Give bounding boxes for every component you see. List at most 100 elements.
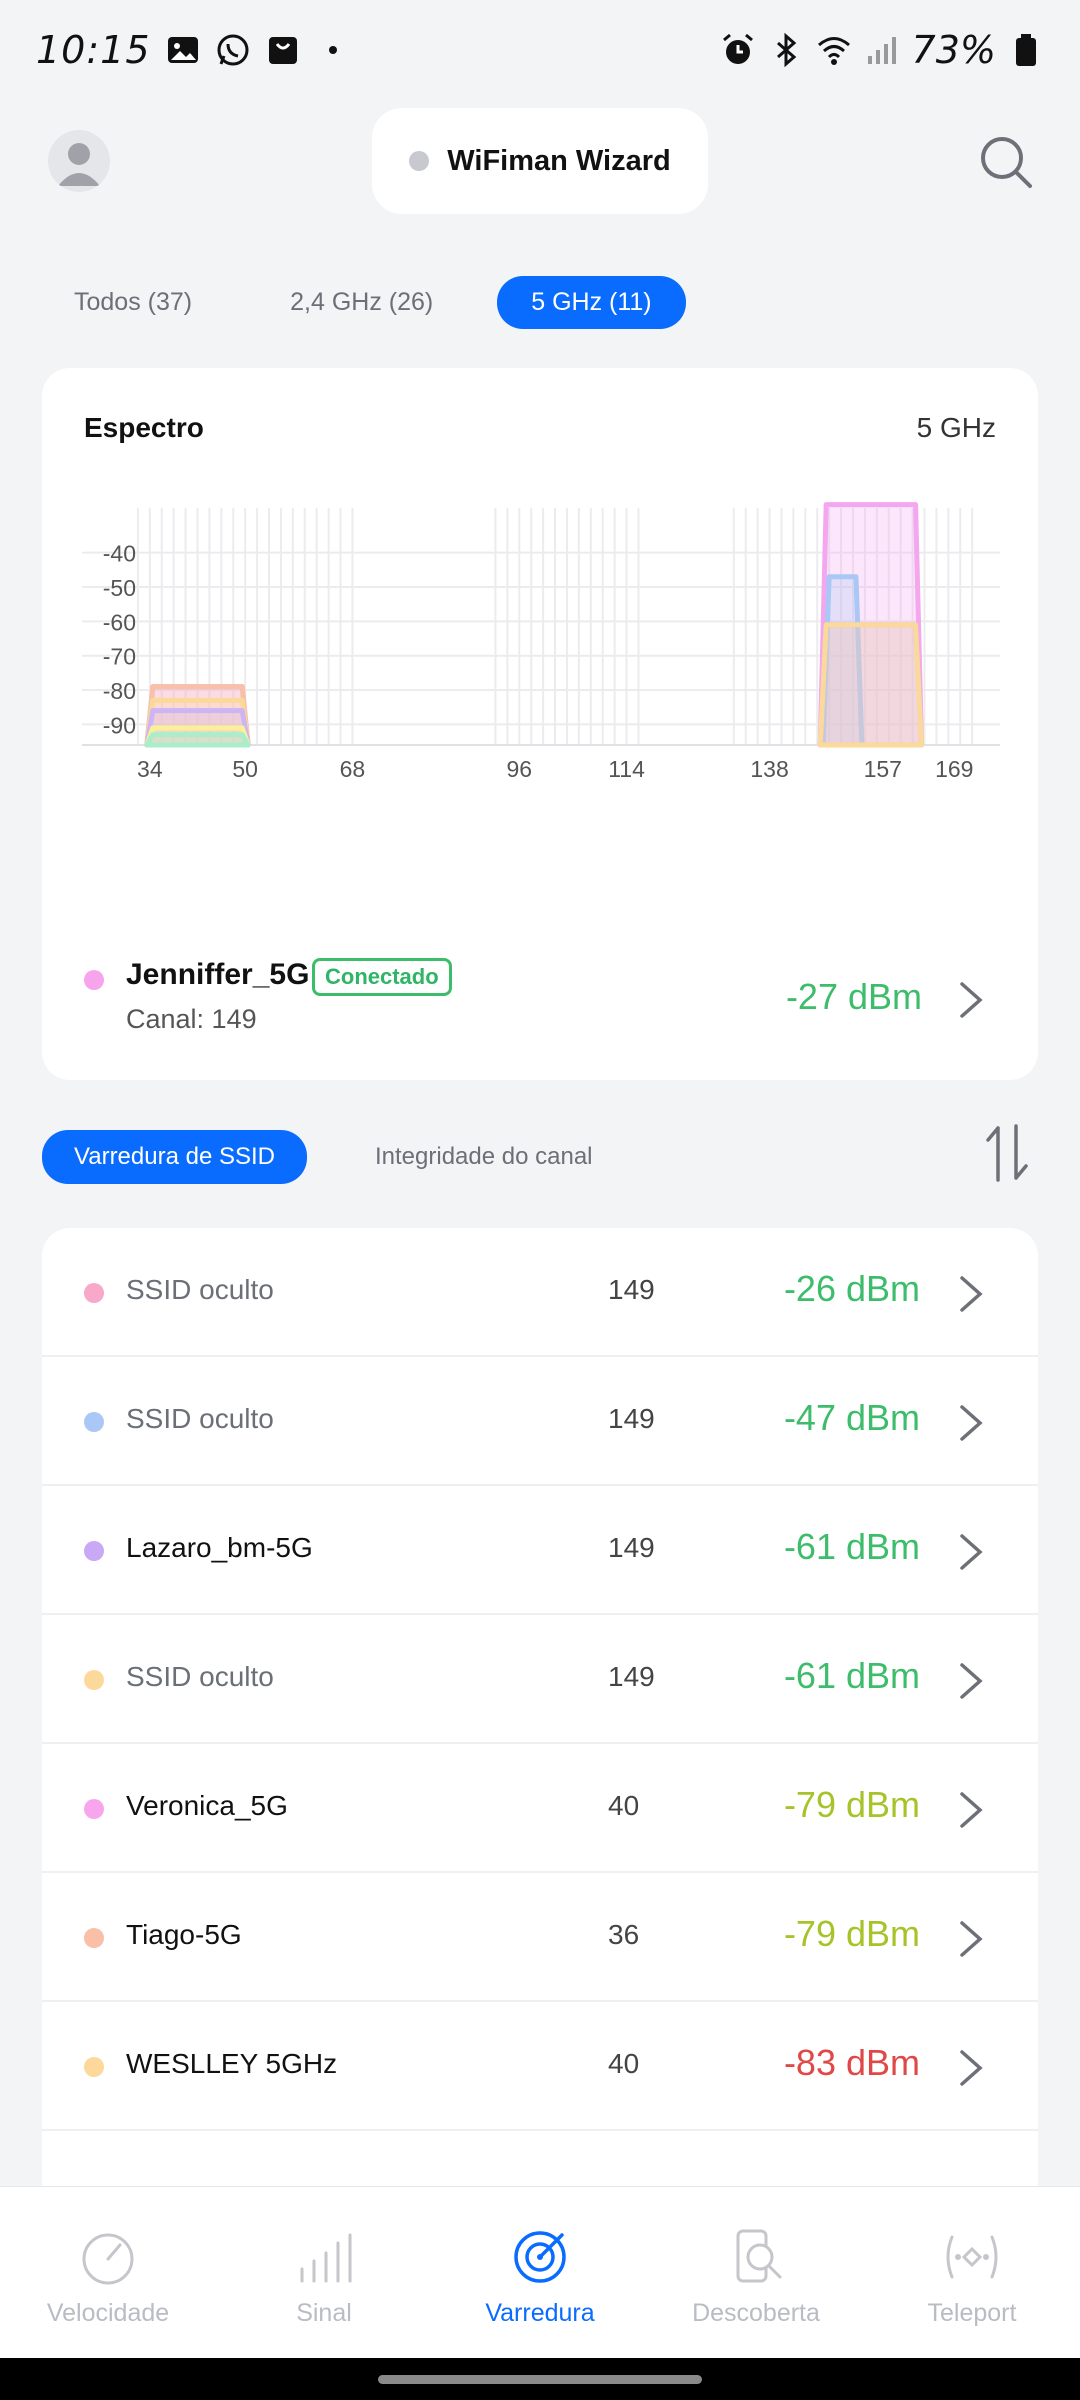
connected-network-color-dot: [84, 970, 104, 990]
chevron-right-icon[interactable]: [958, 1790, 984, 1830]
y-tick-label: -60: [103, 609, 136, 635]
battery-icon: [1016, 34, 1036, 66]
list-item[interactable]: SSID oculto 149 -26 dBm: [42, 1228, 1038, 1357]
x-tick-label: 157: [864, 756, 902, 782]
device-search-icon: [736, 2229, 782, 2283]
gallery-notification-icon: [167, 37, 198, 63]
network-channel: 149: [608, 1403, 655, 1434]
nav-speed[interactable]: Velocidade: [0, 2187, 216, 2358]
tab-5-ghz[interactable]: 5 GHz (11): [497, 276, 686, 329]
battery-percentage: 73%: [911, 28, 996, 72]
signal-bars-icon: [300, 2233, 352, 2283]
network-color-dot: [84, 1799, 104, 1819]
bluetooth-icon: [776, 32, 796, 68]
list-item[interactable]: SSID oculto 149 -61 dBm: [42, 1615, 1038, 1744]
connected-network-signal: -27 dBm: [785, 976, 922, 1017]
network-color-dot: [84, 1670, 104, 1690]
profile-avatar[interactable]: [48, 130, 110, 192]
network-color-dot: [84, 1928, 104, 1948]
chevron-right-icon[interactable]: [958, 1919, 984, 1959]
status-dot-icon: [409, 151, 430, 171]
nav-discovery[interactable]: Descoberta: [648, 2187, 864, 2358]
signal-area: [817, 622, 925, 748]
band-filter-tabs: Todos (37) 2,4 GHz (26) 5 GHz (11): [40, 276, 686, 329]
network-name: WESLLEY 5GHz: [126, 2048, 338, 2079]
network-channel: 149: [608, 1532, 655, 1563]
cellular-signal-icon: [867, 37, 896, 64]
search-icon[interactable]: [976, 132, 1036, 192]
user-silhouette-icon: [58, 143, 100, 186]
network-name: SSID oculto: [126, 1274, 274, 1305]
network-signal: -79 dBm: [783, 1784, 920, 1825]
chevron-right-icon[interactable]: [958, 1403, 984, 1443]
list-item[interactable]: WESLLEY 5GHz 40 -83 dBm: [42, 2002, 1038, 2131]
tab-2-4-ghz[interactable]: 2,4 GHz (26): [290, 288, 434, 316]
x-tick-label: 114: [608, 756, 645, 782]
signal-area: [144, 732, 251, 748]
chevron-right-icon[interactable]: [958, 2048, 984, 2088]
nav-label: Varredura: [485, 2299, 595, 2327]
y-tick-label: -90: [103, 712, 136, 738]
network-name: SSID oculto: [126, 1661, 274, 1692]
sort-icon[interactable]: [982, 1122, 1032, 1184]
network-name: SSID oculto: [126, 1403, 274, 1434]
app-title-pill[interactable]: WiFiman Wizard: [372, 108, 708, 214]
whatsapp-notification-icon: [217, 34, 249, 66]
y-tick-label: -40: [103, 541, 136, 567]
network-color-dot: [84, 2057, 104, 2077]
tab-channel-health[interactable]: Integridade do canal: [375, 1143, 593, 1170]
home-indicator[interactable]: [378, 2375, 702, 2384]
network-signal: -47 dBm: [783, 1397, 920, 1438]
network-channel: 40: [608, 2048, 640, 2079]
tab-all-bands[interactable]: Todos (37): [74, 288, 193, 316]
network-channel: 36: [608, 1919, 640, 1950]
network-channel: 149: [608, 1274, 655, 1305]
nav-scan[interactable]: Varredura: [432, 2187, 648, 2358]
list-item[interactable]: SSID oculto 149 -47 dBm: [42, 1357, 1038, 1486]
connected-network-name[interactable]: Jenniffer_5G: [126, 958, 310, 991]
nav-label: Velocidade: [46, 2299, 170, 2327]
shopping-bag-notification-icon: [268, 37, 297, 64]
network-signal: -79 dBm: [783, 1913, 920, 1954]
nav-teleport[interactable]: Teleport: [864, 2187, 1080, 2358]
network-channel: 40: [608, 1790, 640, 1821]
x-tick-label: 169: [935, 756, 973, 782]
nav-signal[interactable]: Sinal: [216, 2187, 432, 2358]
speedometer-icon: [82, 2233, 134, 2285]
x-tick-label: 138: [750, 756, 788, 782]
network-name: Lazaro_bm-5G: [126, 1532, 313, 1563]
bottom-navigation: Velocidade Sinal Varredura Descoberta Te…: [0, 2186, 1080, 2358]
chevron-right-icon[interactable]: [958, 1274, 984, 1314]
network-channel: 149: [608, 1661, 655, 1692]
network-signal: -61 dBm: [783, 1655, 920, 1696]
status-bar: 10:15 73%: [0, 0, 1080, 100]
network-name: Veronica_5G: [126, 1790, 288, 1821]
list-item[interactable]: Lazaro_bm-5G 149 -61 dBm: [42, 1486, 1038, 1615]
network-signal: -26 dBm: [783, 1268, 920, 1309]
alarm-icon: [722, 33, 753, 64]
y-tick-label: -50: [103, 575, 136, 601]
x-tick-label: 34: [137, 756, 163, 782]
radar-icon: [514, 2231, 566, 2283]
nav-label: Sinal: [296, 2299, 352, 2327]
network-color-dot: [84, 1541, 104, 1561]
spectrum-band-label: 5 GHz: [916, 412, 996, 443]
chevron-right-icon[interactable]: [958, 1532, 984, 1572]
spectrum-card: Espectro 5 GHz -40 -50 -60 -70 -80 -90 34 50 68 9…: [42, 368, 1038, 1080]
nav-label: Descoberta: [692, 2299, 820, 2327]
list-item[interactable]: Tiago-5G 36 -79 dBm: [42, 1873, 1038, 2002]
tab-ssid-scan[interactable]: Varredura de SSID: [42, 1130, 307, 1184]
list-item[interactable]: Veronica_5G 40 -79 dBm: [42, 1744, 1038, 1873]
teleport-icon: [946, 2235, 998, 2279]
chevron-right-icon[interactable]: [958, 980, 984, 1020]
system-gesture-bar: [0, 2358, 1080, 2400]
network-name: Tiago-5G: [126, 1919, 242, 1950]
network-color-dot: [84, 1283, 104, 1303]
network-color-dot: [84, 1412, 104, 1432]
network-list: SSID oculto 149 -26 dBm SSID oculto 149 …: [42, 1228, 1038, 2188]
chevron-right-icon[interactable]: [958, 1661, 984, 1701]
connected-badge: Conectado: [312, 958, 452, 996]
network-signal: -83 dBm: [783, 2042, 920, 2083]
